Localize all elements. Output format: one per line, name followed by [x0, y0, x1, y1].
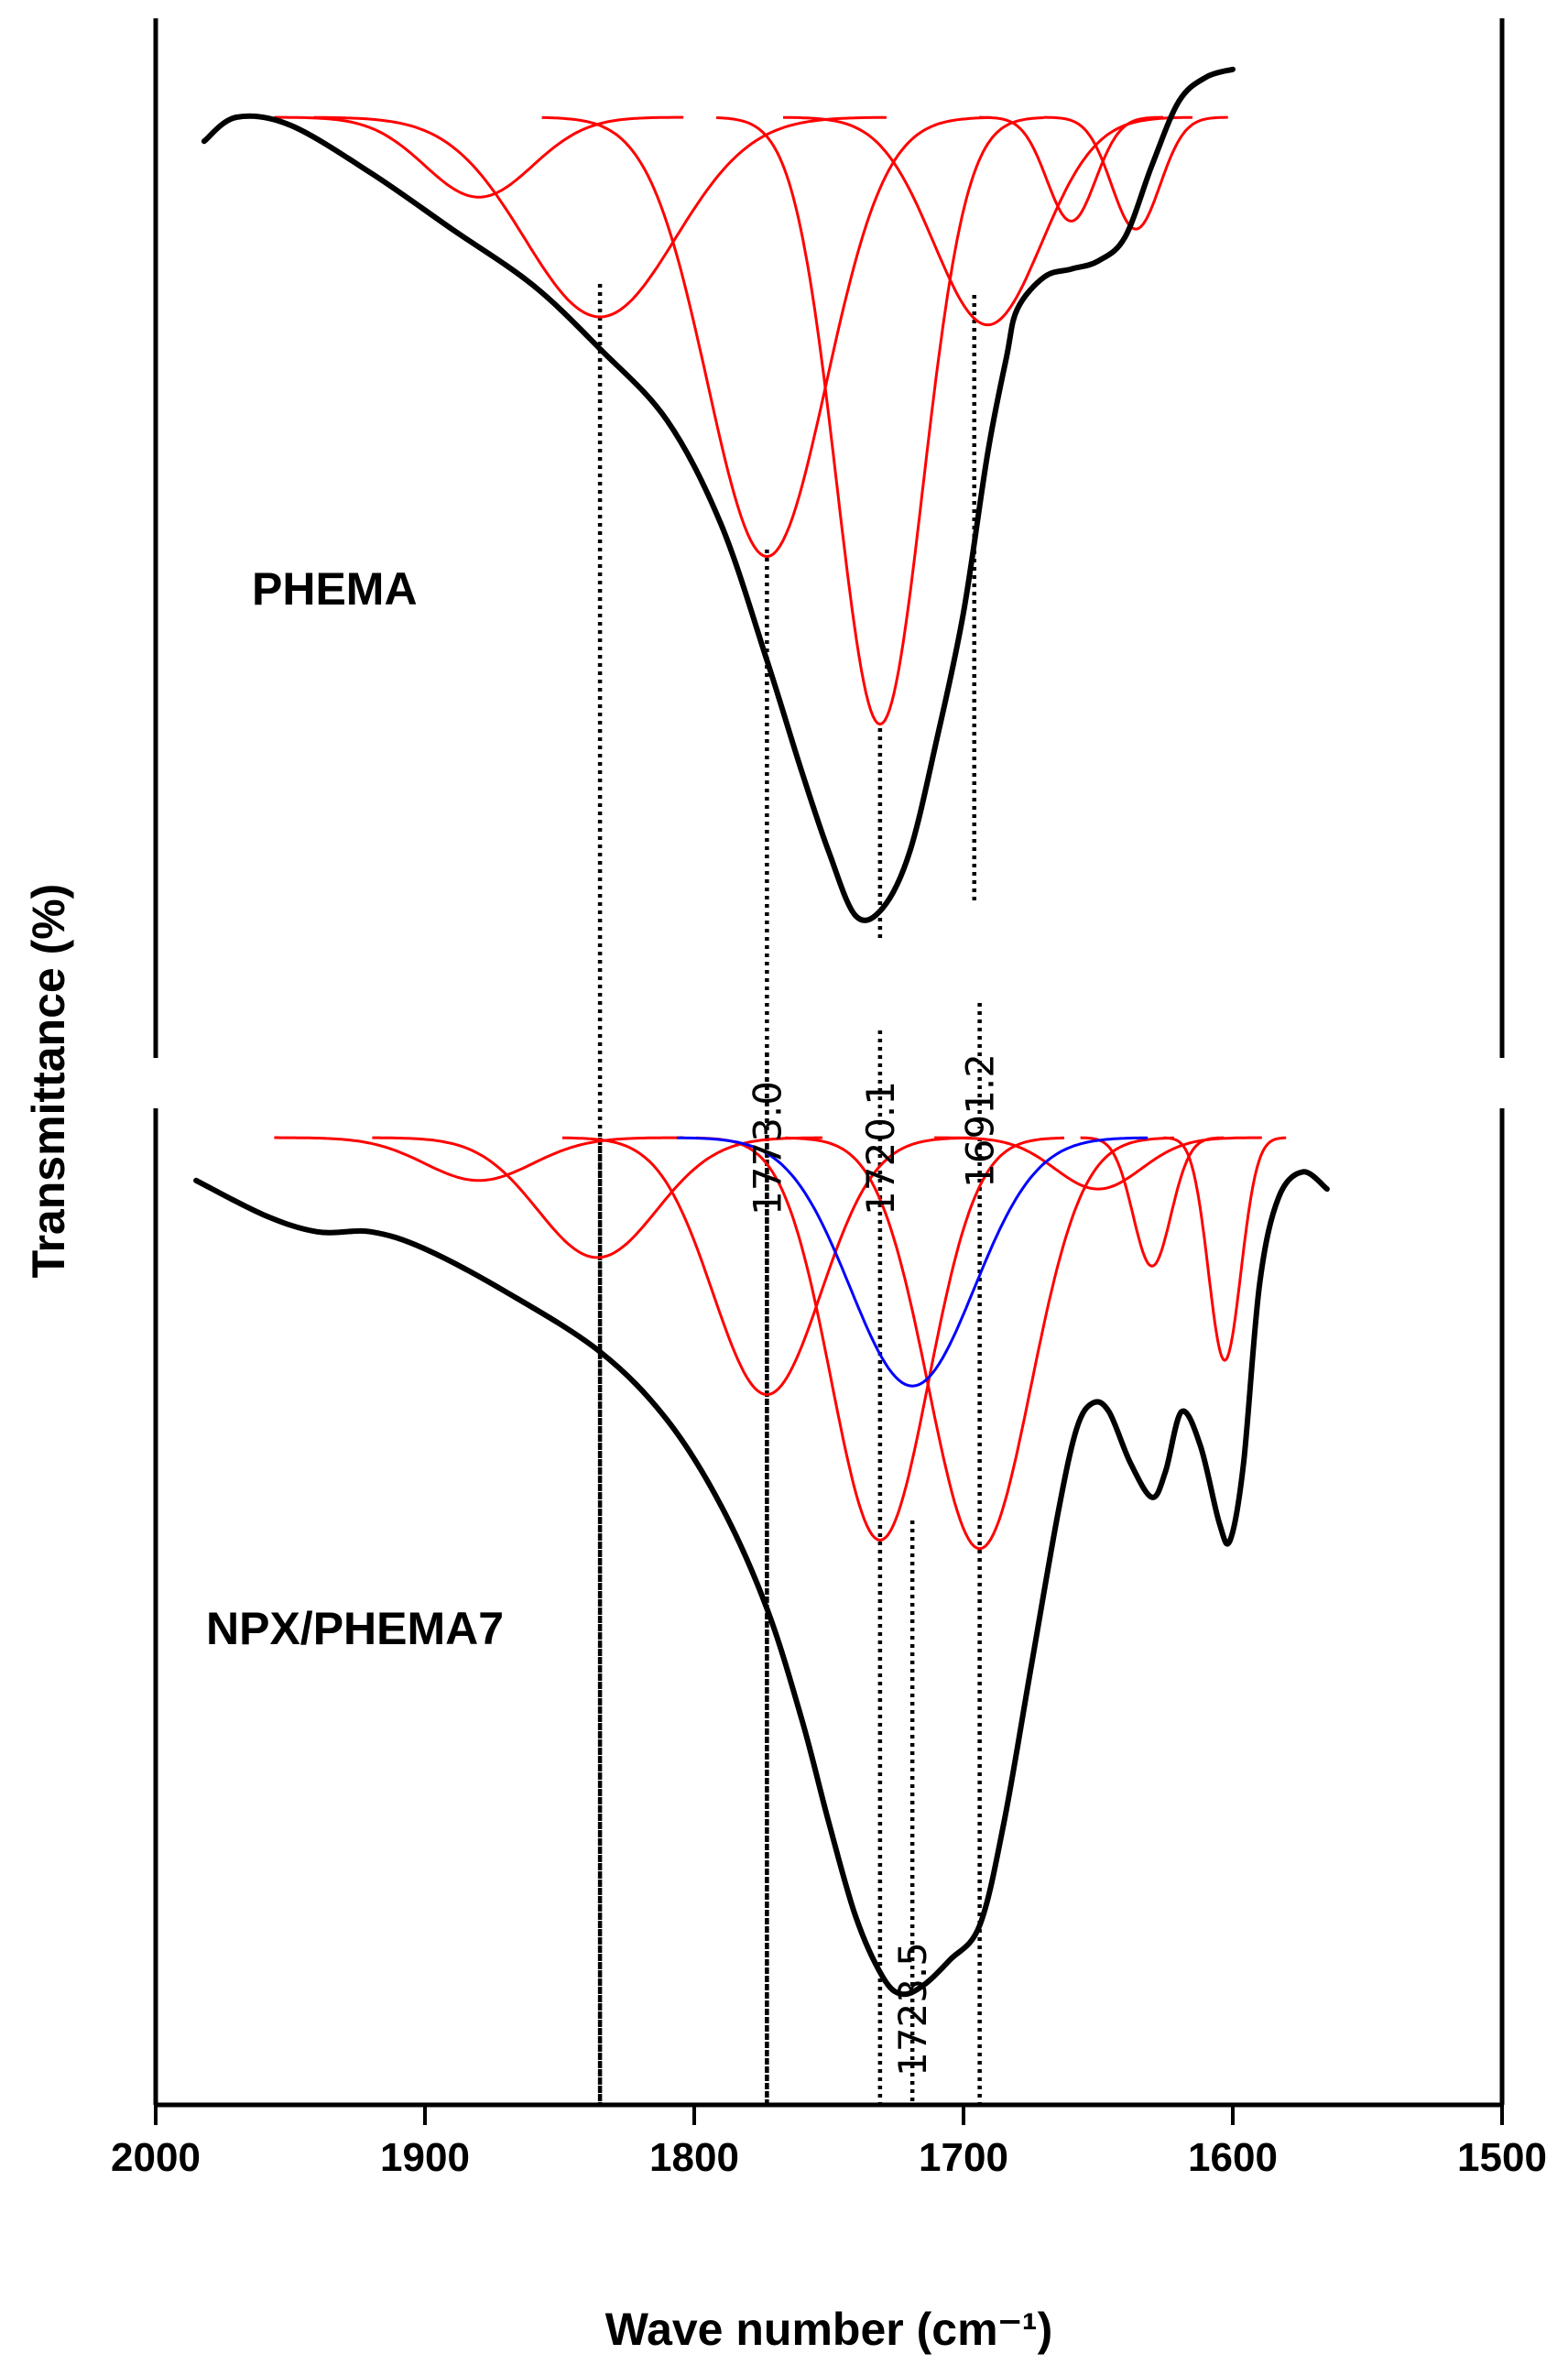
x-axis-title: Wave number (cm⁻¹) [605, 2304, 1053, 2355]
panel-1-component-1 [274, 115, 684, 199]
panel-2-component-1 [274, 1136, 684, 1183]
panel-label-2: NPX/PHEMA7 [206, 1603, 504, 1654]
y-axis-title: Transmittance (%) [23, 884, 74, 1279]
guide-lines [597, 284, 982, 2105]
x-tick-label-1500: 1500 [1457, 2135, 1547, 2180]
panel-label-1: PHEMA [252, 563, 418, 615]
panel-2-component-7 [1080, 1136, 1224, 1268]
measured-spectra [193, 66, 1330, 1998]
peak-annotation-1773.0: 1773.0 [745, 1081, 789, 1215]
panel-2-measured-spectrum [193, 1169, 1330, 1998]
peak-annotation-1691.2: 1691.2 [958, 1053, 1003, 1188]
panel-2-component-4 [695, 1136, 1065, 1542]
peak-annotation-1723.5: 1723.5 [890, 1942, 935, 2076]
panel-2-component-9 [677, 1136, 1149, 1388]
panel-1-component-4 [716, 116, 1044, 726]
x-tick-label-2000: 2000 [111, 2135, 201, 2180]
panel-2-component-5 [785, 1136, 1174, 1551]
panel-1-component-6 [979, 115, 1164, 223]
panel-2-component-8 [1163, 1136, 1287, 1362]
x-ticks [154, 2105, 1504, 2125]
panel-2-component-3 [561, 1136, 972, 1397]
panel-1-component-7 [1043, 115, 1228, 231]
x-tick-label-1800: 1800 [649, 2135, 739, 2180]
panel-2-component-2 [372, 1136, 822, 1259]
component-peaks [274, 115, 1287, 1551]
panel-1-component-3 [541, 115, 993, 559]
text-labels: 2000 1900 1800 1700 1600 1500 Wave number (cm⁻… [23, 563, 1547, 2355]
x-tick-label-1900: 1900 [380, 2135, 470, 2180]
panel-1-measured-spectrum [201, 66, 1236, 923]
panel-1-component-2 [313, 115, 887, 319]
peak-annotation-1720.1: 1720.1 [858, 1081, 903, 1215]
x-tick-label-1600: 1600 [1188, 2135, 1278, 2180]
frame [153, 18, 1505, 2108]
x-tick-label-1700: 1700 [919, 2135, 1008, 2180]
